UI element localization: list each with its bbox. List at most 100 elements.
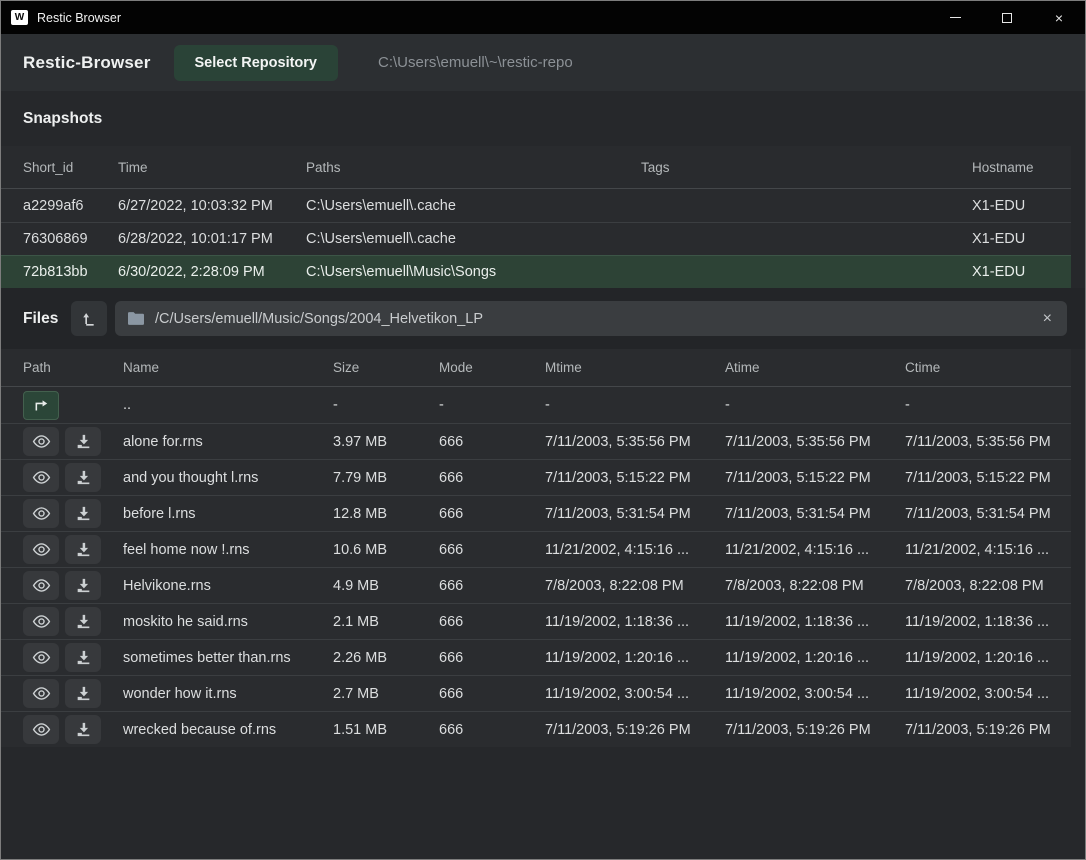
file-atime: 7/11/2003, 5:19:26 PM [725, 722, 905, 738]
preview-file-button[interactable] [23, 715, 59, 744]
files-table: Path Name Size Mode Mtime Atime Ctime ..… [1, 349, 1071, 747]
column-header-atime: Atime [725, 360, 905, 375]
preview-file-button[interactable] [23, 643, 59, 672]
download-icon [76, 722, 91, 737]
app-title: Restic-Browser [23, 53, 151, 73]
file-atime: 11/21/2002, 4:15:16 ... [725, 542, 905, 558]
restore-file-button[interactable] [65, 607, 101, 636]
file-name: alone for.rns [123, 434, 333, 450]
restore-file-button[interactable] [65, 571, 101, 600]
file-row: wrecked because of.rns 1.51 MB 666 7/11/… [1, 711, 1071, 747]
app-window: W Restic Browser × Restic-Browser Select… [0, 0, 1086, 860]
snapshot-row[interactable]: a2299af6 6/27/2022, 10:03:32 PM C:\Users… [1, 189, 1071, 222]
file-name: wonder how it.rns [123, 686, 333, 702]
restore-file-button[interactable] [65, 535, 101, 564]
select-repository-button[interactable]: Select Repository [174, 45, 339, 81]
preview-file-button[interactable] [23, 571, 59, 600]
column-header-paths: Paths [306, 160, 641, 175]
file-size: 4.9 MB [333, 578, 439, 594]
app-header: Restic-Browser Select Repository C:\User… [1, 34, 1085, 91]
restore-file-button[interactable] [65, 463, 101, 492]
minimize-button[interactable] [929, 1, 981, 34]
files-bar: Files /C/Users/emuell/Music/Songs/2004_H… [1, 288, 1085, 349]
file-mtime: 11/19/2002, 1:18:36 ... [545, 614, 725, 630]
empty-area [1, 747, 1085, 859]
download-icon [76, 614, 91, 629]
file-atime: 7/11/2003, 5:31:54 PM [725, 506, 905, 522]
restore-file-button[interactable] [65, 679, 101, 708]
snapshot-hostname: X1-EDU [972, 198, 1071, 214]
file-ctime: 11/19/2002, 3:00:54 ... [905, 686, 1071, 702]
restore-file-button[interactable] [65, 715, 101, 744]
column-header-size: Size [333, 360, 439, 375]
column-header-mtime: Mtime [545, 360, 725, 375]
go-to-root-button[interactable] [71, 301, 107, 336]
file-atime: 11/19/2002, 3:00:54 ... [725, 686, 905, 702]
file-mtime: - [545, 397, 725, 413]
file-atime: 11/19/2002, 1:18:36 ... [725, 614, 905, 630]
file-mtime: 7/11/2003, 5:19:26 PM [545, 722, 725, 738]
preview-file-button[interactable] [23, 499, 59, 528]
snapshot-row-selected[interactable]: 72b813bb 6/30/2022, 2:28:09 PM C:\Users\… [1, 255, 1071, 288]
file-mode: 666 [439, 470, 545, 486]
preview-file-button[interactable] [23, 535, 59, 564]
column-header-hostname: Hostname [972, 160, 1071, 175]
file-size: 10.6 MB [333, 542, 439, 558]
file-atime: 11/19/2002, 1:20:16 ... [725, 650, 905, 666]
close-button[interactable]: × [1033, 1, 1085, 34]
file-ctime: 11/19/2002, 1:20:16 ... [905, 650, 1071, 666]
eye-icon [32, 470, 51, 485]
maximize-icon [1002, 13, 1012, 23]
wails-logo-icon: W [11, 10, 28, 25]
preview-file-button[interactable] [23, 463, 59, 492]
files-path-input[interactable]: /C/Users/emuell/Music/Songs/2004_Helveti… [115, 301, 1067, 336]
preview-file-button[interactable] [23, 427, 59, 456]
snapshot-paths: C:\Users\emuell\.cache [306, 231, 641, 247]
file-ctime: 11/21/2002, 4:15:16 ... [905, 542, 1071, 558]
file-row: moskito he said.rns 2.1 MB 666 11/19/200… [1, 603, 1071, 639]
snapshot-time: 6/30/2022, 2:28:09 PM [118, 264, 306, 280]
file-row: sometimes better than.rns 2.26 MB 666 11… [1, 639, 1071, 675]
file-atime: 7/11/2003, 5:35:56 PM [725, 434, 905, 450]
file-name: moskito he said.rns [123, 614, 333, 630]
file-mode: 666 [439, 578, 545, 594]
file-mtime: 7/11/2003, 5:15:22 PM [545, 470, 725, 486]
maximize-button[interactable] [981, 1, 1033, 34]
file-mode: 666 [439, 722, 545, 738]
file-row: before l.rns 12.8 MB 666 7/11/2003, 5:31… [1, 495, 1071, 531]
download-icon [76, 542, 91, 557]
file-size: 1.51 MB [333, 722, 439, 738]
file-mode: - [439, 397, 545, 413]
file-ctime: 7/11/2003, 5:19:26 PM [905, 722, 1071, 738]
snapshot-row[interactable]: 76306869 6/28/2022, 10:01:17 PM C:\Users… [1, 222, 1071, 255]
preview-file-button[interactable] [23, 607, 59, 636]
eye-icon [32, 506, 51, 521]
window-title: Restic Browser [37, 11, 929, 25]
snapshot-paths: C:\Users\emuell\Music\Songs [306, 264, 641, 280]
snapshot-short-id: a2299af6 [23, 198, 118, 214]
files-heading: Files [23, 310, 65, 328]
snapshot-hostname: X1-EDU [972, 231, 1071, 247]
snapshots-table-header: Short_id Time Paths Tags Hostname [1, 146, 1071, 189]
restore-file-button[interactable] [65, 499, 101, 528]
file-ctime: 11/19/2002, 1:18:36 ... [905, 614, 1071, 630]
clear-path-button[interactable]: × [1041, 310, 1054, 328]
preview-file-button[interactable] [23, 679, 59, 708]
file-name: feel home now !.rns [123, 542, 333, 558]
restore-file-button[interactable] [65, 643, 101, 672]
file-ctime: 7/8/2003, 8:22:08 PM [905, 578, 1071, 594]
file-row: feel home now !.rns 10.6 MB 666 11/21/20… [1, 531, 1071, 567]
download-icon [76, 686, 91, 701]
files-table-header: Path Name Size Mode Mtime Atime Ctime [1, 349, 1071, 387]
file-mtime: 11/19/2002, 1:20:16 ... [545, 650, 725, 666]
file-size: 2.26 MB [333, 650, 439, 666]
eye-icon [32, 614, 51, 629]
snapshot-time: 6/28/2022, 10:01:17 PM [118, 231, 306, 247]
snapshot-time: 6/27/2022, 10:03:32 PM [118, 198, 306, 214]
file-name: and you thought l.rns [123, 470, 333, 486]
file-name: Helvikone.rns [123, 578, 333, 594]
parent-directory-button[interactable] [23, 391, 59, 420]
restore-file-button[interactable] [65, 427, 101, 456]
minimize-icon [950, 17, 961, 18]
file-atime: - [725, 397, 905, 413]
